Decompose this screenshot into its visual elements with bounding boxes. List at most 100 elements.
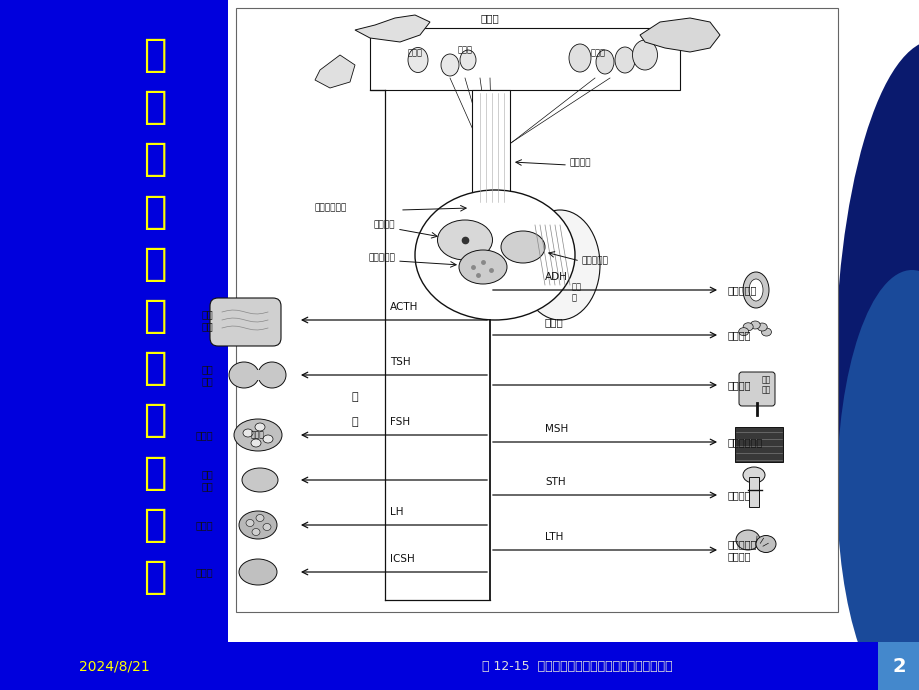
Text: 泌: 泌 xyxy=(143,140,166,179)
Ellipse shape xyxy=(749,321,759,329)
Ellipse shape xyxy=(263,435,273,443)
Text: TSH: TSH xyxy=(390,357,410,367)
Text: MSH: MSH xyxy=(544,424,568,434)
Ellipse shape xyxy=(460,50,475,70)
Bar xyxy=(734,427,782,462)
Bar xyxy=(0,0,228,690)
Bar xyxy=(748,477,758,507)
Ellipse shape xyxy=(748,279,762,301)
Text: 精了
形成: 精了 形成 xyxy=(201,469,213,491)
Text: ICSH: ICSH xyxy=(390,554,414,564)
Text: 雌激素: 雌激素 xyxy=(195,430,213,440)
Text: 子宫
收缩: 子宫 收缩 xyxy=(761,375,770,395)
Ellipse shape xyxy=(414,190,574,320)
Ellipse shape xyxy=(233,419,282,451)
Ellipse shape xyxy=(568,44,590,72)
Ellipse shape xyxy=(743,467,765,483)
Ellipse shape xyxy=(735,530,759,550)
Text: 甲状
腺素: 甲状 腺素 xyxy=(201,364,213,386)
Text: 催乳素: 催乳素 xyxy=(544,317,563,327)
FancyBboxPatch shape xyxy=(210,298,280,346)
Text: 图: 图 xyxy=(143,558,166,596)
Ellipse shape xyxy=(596,50,613,74)
Text: 雌激素: 雌激素 xyxy=(251,431,265,440)
Text: LH: LH xyxy=(390,507,403,517)
Bar xyxy=(877,642,919,690)
Ellipse shape xyxy=(255,515,264,522)
Text: 正中隆起: 正中隆起 xyxy=(570,158,591,167)
Text: 子宫收缩: 子宫收缩 xyxy=(727,380,751,390)
Ellipse shape xyxy=(632,40,657,70)
Text: 示: 示 xyxy=(143,453,166,491)
Ellipse shape xyxy=(245,520,254,526)
Text: 嗜色细胞: 嗜色细胞 xyxy=(373,220,394,229)
Ellipse shape xyxy=(836,270,919,690)
Text: 室旁核: 室旁核 xyxy=(457,45,472,54)
Text: 嗜碱性细胞: 嗜碱性细胞 xyxy=(368,253,394,262)
Ellipse shape xyxy=(263,524,271,531)
Polygon shape xyxy=(355,15,429,42)
Text: 统: 统 xyxy=(143,245,166,283)
Text: 皮质
激素: 皮质 激素 xyxy=(201,309,213,331)
Text: 孕激素: 孕激素 xyxy=(195,520,213,530)
Text: 雄激素: 雄激素 xyxy=(195,567,213,577)
Text: 嗜酸性细胞: 嗜酸性细胞 xyxy=(582,256,608,265)
Ellipse shape xyxy=(738,328,748,335)
Ellipse shape xyxy=(243,429,253,437)
Ellipse shape xyxy=(255,423,265,431)
Ellipse shape xyxy=(252,529,260,535)
Ellipse shape xyxy=(459,250,506,284)
Text: 乳腺发育及
乳汁分泌: 乳腺发育及 乳汁分泌 xyxy=(727,539,756,561)
Text: 催产
素: 催产 素 xyxy=(572,283,582,302)
Text: 用: 用 xyxy=(143,402,166,440)
Ellipse shape xyxy=(501,231,544,263)
Text: 弓状核: 弓状核 xyxy=(590,48,605,57)
Ellipse shape xyxy=(614,47,634,73)
Ellipse shape xyxy=(743,323,753,331)
Polygon shape xyxy=(314,55,355,88)
Ellipse shape xyxy=(251,439,261,447)
Text: 反: 反 xyxy=(351,392,357,402)
Ellipse shape xyxy=(242,468,278,492)
Text: 骨板生长: 骨板生长 xyxy=(727,490,751,500)
Text: 下丘脑: 下丘脑 xyxy=(480,13,499,23)
Text: 表皮黑素细胞: 表皮黑素细胞 xyxy=(727,437,763,447)
Text: LTH: LTH xyxy=(544,532,562,542)
Text: 分: 分 xyxy=(143,88,166,126)
Ellipse shape xyxy=(407,48,427,72)
Bar xyxy=(236,8,837,612)
Text: 2024/8/21: 2024/8/21 xyxy=(78,659,149,673)
Ellipse shape xyxy=(257,362,286,388)
Ellipse shape xyxy=(743,272,768,308)
Text: FSH: FSH xyxy=(390,417,410,427)
Ellipse shape xyxy=(239,559,277,585)
Polygon shape xyxy=(640,18,720,52)
Ellipse shape xyxy=(229,362,259,388)
Ellipse shape xyxy=(239,511,277,539)
FancyBboxPatch shape xyxy=(738,372,774,406)
Text: 内: 内 xyxy=(143,36,166,74)
Text: ACTH: ACTH xyxy=(390,302,418,312)
Ellipse shape xyxy=(761,328,771,336)
Text: 的: 的 xyxy=(143,297,166,335)
Ellipse shape xyxy=(755,535,775,553)
Text: ADH: ADH xyxy=(544,272,567,282)
Ellipse shape xyxy=(519,210,599,320)
Ellipse shape xyxy=(756,323,766,331)
Text: 系: 系 xyxy=(143,193,166,230)
Bar xyxy=(0,642,919,690)
Text: 馈: 馈 xyxy=(351,417,357,427)
FancyBboxPatch shape xyxy=(471,90,509,205)
Bar xyxy=(369,28,679,90)
Bar xyxy=(255,370,265,380)
Ellipse shape xyxy=(437,220,492,260)
Text: 水分节吸收: 水分节吸收 xyxy=(727,285,756,295)
Text: 视上核: 视上核 xyxy=(407,48,422,57)
Text: 乳腺分泌: 乳腺分泌 xyxy=(727,330,751,340)
Text: 图 12-15  下丘脑与垂体的激素对靶器官作用示意图: 图 12-15 下丘脑与垂体的激素对靶器官作用示意图 xyxy=(482,660,672,673)
Text: 作: 作 xyxy=(143,349,166,387)
Text: 垂体门脉系统: 垂体门脉系统 xyxy=(314,203,346,212)
Ellipse shape xyxy=(834,40,919,690)
Text: STH: STH xyxy=(544,477,565,487)
Ellipse shape xyxy=(440,54,459,76)
